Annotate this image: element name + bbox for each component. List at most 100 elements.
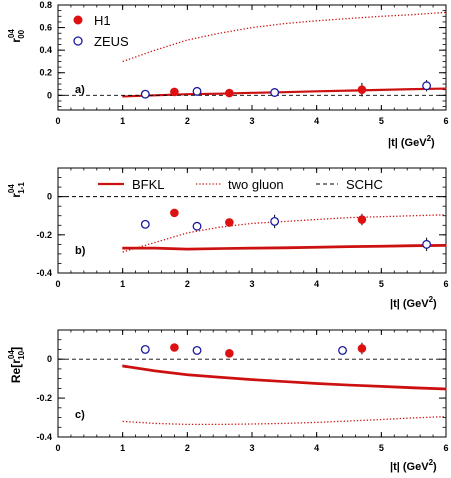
y-label-sup: 04	[7, 350, 16, 359]
y-label-sup: 04	[7, 29, 16, 38]
x-tick-label: 5	[379, 443, 384, 453]
y-axis-label: Re[r0410]	[7, 347, 26, 383]
zeus-point	[192, 86, 202, 96]
x-axis-label-sup: 2	[429, 295, 434, 304]
x-tick-label: 5	[379, 116, 384, 126]
x-axis-label-close: )	[433, 298, 437, 310]
panel-c: 0 1 2 3 4 5 6-0.4-0.20c)|t| (GeV2)Re[r0410]	[7, 329, 449, 473]
zeus-point	[422, 239, 432, 249]
y-tick-label: -0.2	[36, 393, 52, 403]
h1-point	[357, 215, 367, 224]
x-tick-label: 3	[249, 443, 254, 453]
zeus-point	[270, 88, 280, 97]
zeus-point	[422, 81, 432, 91]
y-label-sup: 04	[7, 184, 16, 193]
y-tick-label: 0.4	[39, 45, 52, 55]
x-tick-label: 2	[185, 443, 190, 453]
x-axis-label: |t| (GeV2)	[388, 134, 435, 149]
h1-point	[225, 88, 234, 98]
y-tick-label: 0	[47, 354, 52, 364]
bfkl-band	[122, 243, 447, 251]
legend-models: BFKL two gluon SCHC	[98, 177, 383, 192]
y-tick-label: 0	[47, 90, 52, 100]
plot-frame	[57, 329, 447, 438]
legend-h1-label: H1	[94, 13, 111, 28]
y-axis-label-text: Re[r0410]	[7, 347, 26, 383]
panel-label: a)	[75, 84, 85, 96]
h1-point	[357, 344, 367, 353]
two-gluon-curve	[122, 11, 447, 63]
two-gluon-curve	[122, 415, 447, 426]
x-tick-label: 6	[443, 443, 448, 453]
x-tick-label: 1	[120, 116, 125, 126]
x-tick-label: 3	[249, 116, 254, 126]
x-axis-label-main: |t| (GeV	[390, 461, 429, 473]
h1-point	[170, 343, 179, 352]
y-label-main: r	[9, 193, 23, 198]
zeus-point	[270, 217, 280, 226]
x-tick-label: 6	[443, 279, 448, 289]
y-axis-label-text: r041-1	[7, 182, 26, 198]
x-tick-label: 0	[55, 116, 60, 126]
y-axis-label: r0400	[7, 29, 26, 43]
x-tick-label: 0	[55, 279, 60, 289]
x-tick-label: 6	[443, 116, 448, 126]
legend-zeus-label: ZEUS	[94, 34, 129, 49]
y-label-prefix: Re[	[9, 364, 23, 383]
x-tick-label: 1	[120, 443, 125, 453]
plot-frame	[57, 4, 447, 111]
y-tick-label: -0.2	[36, 230, 52, 240]
y-axis-label: r041-1	[7, 182, 26, 198]
x-tick-label: 1	[120, 279, 125, 289]
panel-b: 0 1 2 3 4 5 6-0.4-0.20b)|t| (GeV2)r041-1	[7, 167, 449, 310]
y-tick-label: -0.4	[36, 268, 52, 278]
legend-h1-marker	[73, 15, 83, 25]
h1-point	[225, 218, 234, 227]
h1-point	[170, 87, 179, 97]
y-tick-label: 0.2	[39, 68, 52, 78]
x-axis-label-main: |t| (GeV	[388, 137, 427, 149]
y-axis-label-text: r0400	[7, 29, 26, 43]
y-tick-label: 0	[47, 192, 52, 202]
x-axis-label-sup: 2	[427, 134, 432, 143]
y-label-main: r	[9, 359, 23, 364]
x-axis-label: |t| (GeV2)	[390, 458, 437, 473]
y-tick-label: 0.6	[39, 23, 52, 33]
y-tick-label: 0.8	[39, 0, 52, 10]
x-tick-label: 3	[249, 279, 254, 289]
x-axis-label-main: |t| (GeV	[390, 298, 429, 310]
legend-schc-label: SCHC	[346, 177, 383, 192]
x-axis-label: |t| (GeV2)	[390, 295, 437, 310]
legend-two-gluon-label: two gluon	[228, 177, 284, 192]
x-axis-label-sup: 2	[429, 458, 434, 467]
x-tick-label: 4	[314, 279, 319, 289]
x-axis-label-close: )	[431, 137, 435, 149]
zeus-point	[338, 345, 347, 355]
h1-point	[225, 349, 234, 358]
x-tick-label: 4	[314, 116, 319, 126]
zeus-point	[192, 345, 202, 355]
y-label-sub: 10	[17, 350, 26, 359]
x-tick-label: 5	[379, 279, 384, 289]
bfkl-band	[122, 364, 447, 391]
x-tick-label: 2	[185, 279, 190, 289]
x-tick-label: 2	[185, 116, 190, 126]
legend-zeus-marker	[73, 36, 83, 46]
panel-label: b)	[75, 245, 86, 257]
y-label-sub: 00	[17, 29, 26, 38]
x-tick-label: 4	[314, 443, 319, 453]
zeus-point	[140, 345, 150, 354]
legend-experiments: H1 ZEUS	[73, 13, 129, 49]
h1-point	[170, 208, 179, 218]
x-tick-label: 0	[55, 443, 60, 453]
x-axis-label-close: )	[433, 461, 437, 473]
y-label-suffix: ]	[9, 347, 23, 351]
zeus-point	[140, 219, 150, 229]
two-gluon-curve	[122, 214, 447, 253]
zeus-point	[192, 221, 202, 231]
zeus-point	[140, 89, 150, 99]
y-label-sub: 1-1	[17, 182, 26, 194]
h1-point	[357, 85, 367, 94]
y-label-main: r	[9, 38, 23, 43]
panel-label: c)	[75, 409, 85, 421]
